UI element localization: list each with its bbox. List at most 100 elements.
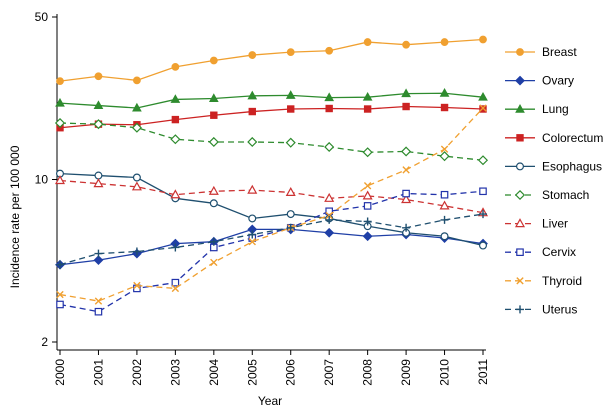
- legend-marker-colorectum: [516, 134, 524, 142]
- data-point-esophagus: [286, 210, 295, 219]
- legend-item-esophagus: Esophagus: [505, 159, 602, 173]
- x-tick-label: 2002: [130, 359, 144, 386]
- y-tick-label: 2: [41, 335, 48, 349]
- x-tick-label: 2008: [361, 359, 375, 386]
- legend-item-cervix: Cervix: [505, 245, 576, 259]
- legend-label-esophagus: Esophagus: [542, 159, 602, 173]
- data-point-uterus: [440, 215, 449, 224]
- series-breast: [56, 35, 487, 86]
- data-point-cervix: [479, 187, 487, 196]
- legend-item-colorectum: Colorectum: [505, 131, 603, 145]
- series-line-lung: [59, 92, 484, 109]
- x-tick-label: 2007: [322, 359, 336, 386]
- legend-marker-ovary: [515, 75, 525, 86]
- data-point-breast: [248, 51, 257, 59]
- series-line-breast: [59, 38, 484, 82]
- x-tick-label: 2004: [207, 359, 221, 386]
- x-tick-label: 2000: [53, 359, 67, 386]
- data-point-stomach: [477, 155, 489, 166]
- legend-marker-cervix: [516, 248, 524, 257]
- data-point-thyroid: [56, 290, 64, 299]
- legend: Breast Ovary Lung Colorectum Esophagus Stomac…: [505, 45, 603, 316]
- data-point-stomach: [170, 134, 181, 145]
- data-point-cervix: [56, 300, 64, 309]
- x-axis-label: Year: [258, 394, 282, 408]
- data-point-uterus: [94, 249, 103, 258]
- legend-item-uterus: Uterus: [505, 302, 577, 316]
- data-point-uterus: [363, 217, 372, 226]
- data-point-cervix: [325, 207, 333, 216]
- series-line-uterus: [59, 213, 484, 266]
- legend-item-lung: Lung: [505, 102, 569, 116]
- data-point-thyroid: [133, 281, 141, 290]
- legend-marker-uterus: [516, 305, 524, 314]
- data-point-stomach: [401, 146, 412, 157]
- series-cervix: [56, 187, 487, 316]
- data-point-stomach: [439, 151, 450, 162]
- data-point-lung: [208, 93, 219, 103]
- data-point-lung: [401, 88, 411, 98]
- series-line-colorectum: [59, 105, 484, 129]
- legend-label-cervix: Cervix: [542, 245, 576, 259]
- data-point-colorectum: [325, 104, 333, 113]
- data-point-thyroid: [402, 166, 410, 174]
- data-point-stomach: [324, 141, 335, 153]
- legend-label-thyroid: Thyroid: [542, 274, 582, 288]
- x-tick-label: 2010: [438, 359, 452, 386]
- legend-label-breast: Breast: [542, 45, 577, 59]
- data-point-stomach: [93, 119, 104, 130]
- legend-item-breast: Breast: [505, 45, 577, 59]
- data-point-cervix: [171, 278, 180, 287]
- data-point-breast: [209, 56, 218, 65]
- data-point-esophagus: [479, 241, 488, 250]
- x-tick-label: 2003: [168, 359, 182, 386]
- data-point-lung: [362, 91, 373, 101]
- legend-item-ovary: Ovary: [505, 74, 574, 88]
- x-tick-label: 2009: [399, 359, 413, 386]
- data-point-stomach: [285, 137, 296, 148]
- x-tick-label: 2001: [91, 359, 105, 386]
- data-point-colorectum: [363, 105, 372, 113]
- series-liver: [54, 175, 489, 217]
- data-point-colorectum: [287, 105, 295, 113]
- data-point-uterus: [209, 237, 218, 246]
- data-point-uterus: [479, 210, 487, 219]
- data-point-breast: [479, 35, 487, 44]
- data-point-liver: [285, 186, 296, 197]
- series-line-ovary: [59, 228, 484, 266]
- data-point-liver: [247, 184, 258, 194]
- data-point-breast: [133, 76, 141, 85]
- y-tick-label: 50: [35, 10, 49, 24]
- x-tick-label: 2011: [476, 359, 490, 385]
- data-point-liver: [170, 189, 181, 199]
- data-point-liver: [131, 181, 142, 191]
- series-line-thyroid: [59, 107, 484, 302]
- legend-marker-stomach: [514, 189, 526, 201]
- data-point-liver: [401, 194, 412, 204]
- legend-label-stomach: Stomach: [542, 188, 589, 202]
- legend-item-liver: Liver: [505, 217, 568, 231]
- legend-marker-esophagus: [515, 162, 524, 171]
- data-point-lung: [439, 88, 450, 97]
- series-esophagus: [55, 169, 488, 250]
- legend-label-ovary: Ovary: [542, 74, 574, 88]
- data-point-breast: [402, 40, 410, 49]
- data-point-cervix: [363, 202, 372, 210]
- data-point-liver: [362, 190, 373, 200]
- data-point-lung: [247, 90, 258, 100]
- data-point-ovary: [93, 255, 104, 266]
- data-point-esophagus: [248, 214, 257, 223]
- data-point-ovary: [362, 231, 373, 242]
- data-point-liver: [324, 192, 335, 202]
- series-stomach: [54, 117, 489, 166]
- data-point-lung: [93, 100, 104, 110]
- data-point-lung: [324, 92, 335, 102]
- legend-marker-lung: [515, 103, 525, 113]
- legend-label-lung: Lung: [542, 102, 569, 116]
- data-point-stomach: [247, 136, 258, 148]
- legend-item-thyroid: Thyroid: [505, 274, 582, 288]
- data-point-breast: [56, 77, 64, 86]
- data-point-thyroid: [171, 284, 180, 293]
